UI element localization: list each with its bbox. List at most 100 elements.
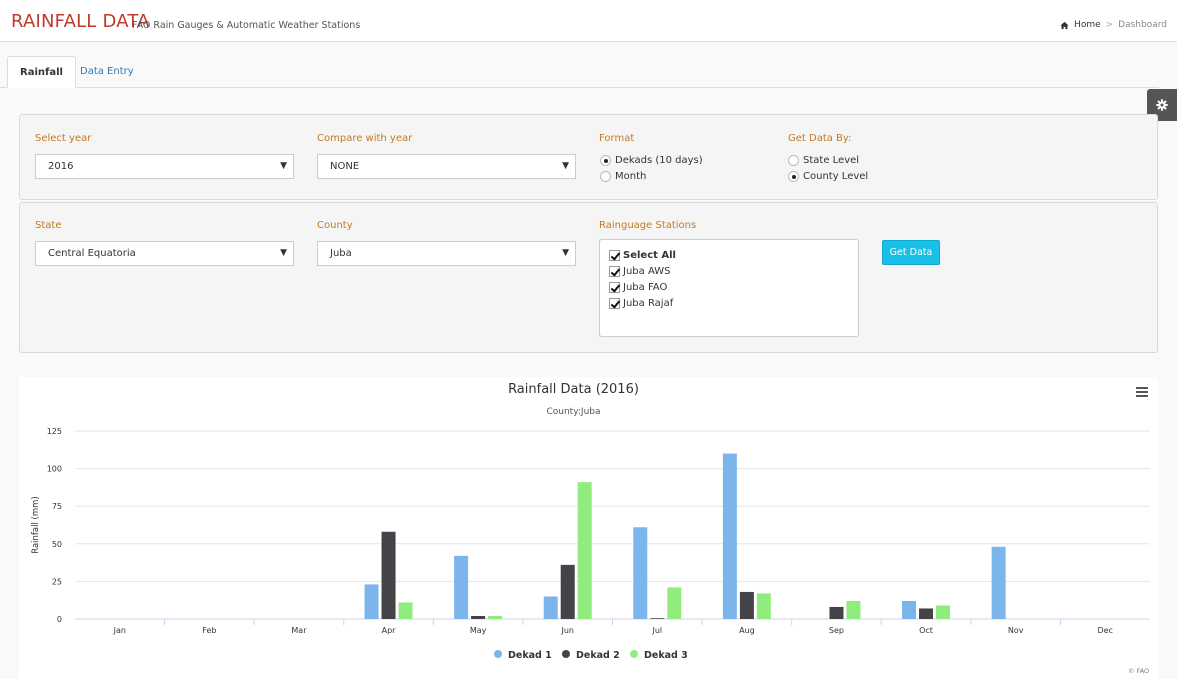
y-tick-label: 50 (52, 540, 62, 549)
x-tick-label: Jun (560, 626, 574, 635)
compare-year-select-value: NONE (330, 161, 360, 172)
get-by-option-county[interactable]: County Level (788, 171, 868, 182)
chart-plot: 0 25 50 75 100 125 Rainfall (mm) Jan Feb Mar Apr Ma… (31, 427, 1150, 661)
bar-dekad-1 (364, 584, 379, 619)
bar-dekad-2 (471, 615, 486, 619)
bar-dekad-2 (560, 564, 575, 619)
bar-dekad-2 (829, 606, 844, 619)
home-icon (1060, 21, 1069, 29)
chevron-down-icon: ▼ (280, 161, 287, 171)
bar-dekad-1 (722, 453, 737, 619)
rainfall-chart: Rainfall Data (2016) County:Juba 0 25 50 75… (19, 377, 1158, 679)
legend-label: Dekad 3 (644, 650, 688, 661)
bar-dekad-1 (543, 596, 558, 619)
x-tick-label: Jan (113, 626, 126, 635)
radio-button[interactable] (788, 155, 799, 166)
chevron-down-icon: ▼ (562, 161, 569, 171)
breadcrumb-separator: > (1105, 20, 1114, 30)
radio-button[interactable] (600, 155, 611, 166)
chart-title: Rainfall Data (2016) (508, 382, 639, 397)
chart-subtitle: County:Juba (546, 407, 601, 417)
gear-icon (1156, 99, 1168, 111)
station-juba-rajaf-label: Juba Rajaf (623, 298, 674, 309)
format-label: Format (599, 133, 635, 144)
station-juba-aws[interactable]: Juba AWS (609, 266, 670, 277)
year-label: Select year (35, 133, 92, 144)
bar-dekad-1 (902, 600, 917, 619)
filter-panel-location: State Central Equatoria ▼ County Juba ▼ … (19, 202, 1158, 353)
x-tick-label: Feb (202, 626, 216, 635)
stations-label: Rainguage Stations (599, 220, 697, 231)
station-juba-fao[interactable]: Juba FAO (609, 282, 667, 293)
tab-bar: Rainfall Data Entry (0, 56, 1159, 88)
chevron-down-icon: ▼ (562, 248, 569, 258)
bar-dekad-1 (633, 527, 648, 619)
bar-dekad-2 (739, 591, 754, 619)
breadcrumb-home-link[interactable]: Home (1074, 20, 1101, 30)
checkbox[interactable] (609, 250, 620, 261)
chart-credit: © FAO (1128, 667, 1150, 675)
county-label: County (317, 220, 353, 231)
y-tick-label: 125 (47, 427, 62, 436)
bar-dekad-3 (398, 602, 413, 619)
chevron-down-icon: ▼ (280, 248, 287, 258)
get-by-option-state[interactable]: State Level (788, 155, 859, 166)
get-data-button[interactable]: Get Data (882, 240, 940, 265)
y-tick-label: 100 (47, 465, 62, 474)
county-select-value: Juba (330, 248, 352, 259)
bar-dekad-3 (488, 615, 503, 619)
stations-list: Select All Juba AWS Juba FAO Juba Rajaf (599, 239, 859, 337)
bar-dekad-3 (846, 600, 861, 619)
breadcrumb-current: Dashboard (1118, 20, 1167, 30)
x-tick-label: Sep (829, 626, 844, 635)
year-select[interactable]: 2016 ▼ (35, 154, 294, 179)
bar-dekad-1 (454, 555, 469, 619)
page-subtitle: FAO Rain Gauges & Automatic Weather Stat… (132, 20, 361, 31)
bar-dekad-3 (577, 482, 592, 619)
format-option-dekads[interactable]: Dekads (10 days) (600, 155, 703, 166)
x-tick-label: Aug (739, 626, 755, 635)
y-tick-label: 75 (52, 502, 62, 511)
legend-label: Dekad 2 (576, 650, 620, 661)
x-tick-label: Dec (1097, 626, 1112, 635)
format-option-month[interactable]: Month (600, 171, 646, 182)
compare-year-select[interactable]: NONE ▼ (317, 154, 576, 179)
station-juba-aws-label: Juba AWS (623, 266, 671, 277)
format-option-dekads-label: Dekads (10 days) (615, 155, 703, 166)
state-select[interactable]: Central Equatoria ▼ (35, 241, 294, 266)
bar-dekad-3 (667, 587, 682, 619)
breadcrumb: Home > Dashboard (1060, 20, 1167, 30)
bar-dekad-2 (381, 531, 396, 619)
format-option-month-label: Month (615, 171, 647, 182)
checkbox[interactable] (609, 282, 620, 293)
compare-year-label: Compare with year (317, 133, 413, 144)
checkbox[interactable] (609, 298, 620, 309)
station-juba-fao-label: Juba FAO (623, 282, 668, 293)
radio-button[interactable] (788, 171, 799, 182)
station-select-all[interactable]: Select All (609, 250, 676, 261)
y-tick-label: 25 (52, 577, 62, 586)
year-select-value: 2016 (48, 161, 74, 172)
top-header: RAINFALL DATA FAO Rain Gauges & Automati… (0, 0, 1177, 42)
tab-data-entry[interactable]: Data Entry (80, 66, 134, 77)
get-by-option-county-label: County Level (803, 171, 869, 182)
state-select-value: Central Equatoria (48, 248, 136, 259)
filter-panel-period: Select year 2016 ▼ Compare with year NON… (19, 114, 1158, 200)
chart-menu-icon[interactable] (1136, 387, 1148, 398)
x-tick-label: May (470, 626, 487, 635)
bar-dekad-2 (919, 608, 934, 619)
get-by-option-state-label: State Level (803, 155, 860, 166)
checkbox[interactable] (609, 266, 620, 277)
tab-rainfall[interactable]: Rainfall (7, 56, 76, 88)
y-tick-label: 0 (57, 615, 62, 624)
get-data-by-label: Get Data By: (788, 133, 852, 144)
x-tick-label: Oct (919, 626, 933, 635)
county-select[interactable]: Juba ▼ (317, 241, 576, 266)
y-axis-label: Rainfall (mm) (31, 496, 41, 554)
x-tick-label: Nov (1008, 626, 1024, 635)
bar-dekad-2 (650, 618, 665, 619)
station-juba-rajaf[interactable]: Juba Rajaf (609, 298, 673, 309)
x-tick-label: Jul (651, 626, 662, 635)
x-tick-label: Mar (291, 626, 307, 635)
radio-button[interactable] (600, 171, 611, 182)
